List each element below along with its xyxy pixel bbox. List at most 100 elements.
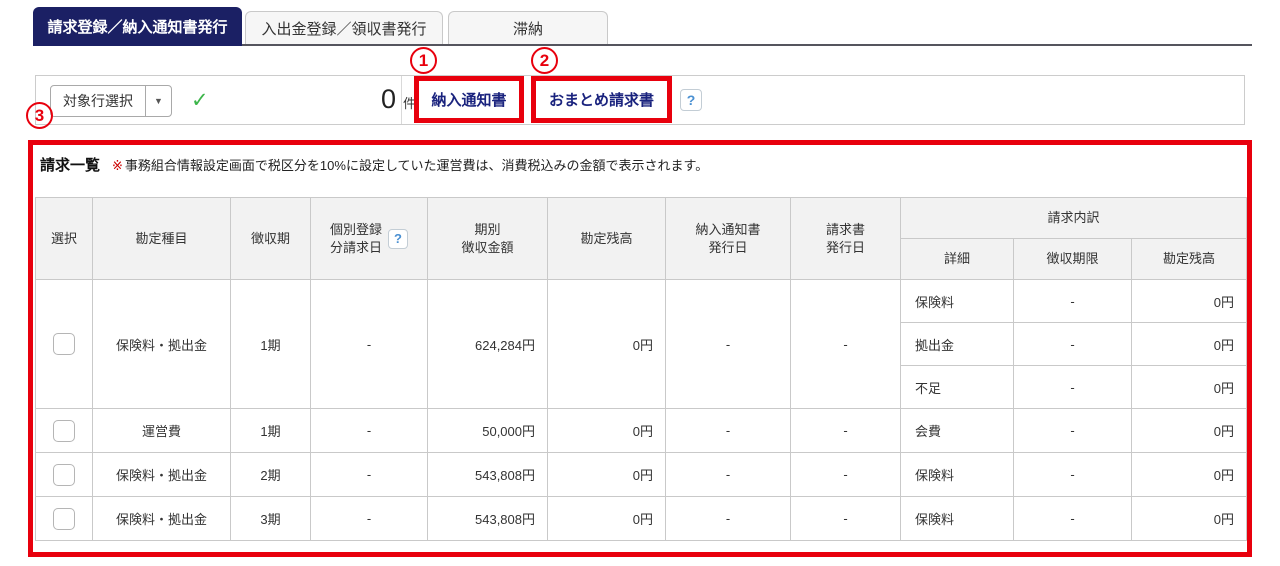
individual-reg-date-cell: - (310, 496, 428, 541)
selected-count-unit: 件 (402, 96, 416, 111)
invoice-issue-date-cell: - (790, 279, 901, 409)
chevron-down-icon[interactable]: ▼ (145, 86, 171, 116)
table-subrow: 拠出金 - 0円 (36, 322, 1247, 366)
select-cell (35, 279, 93, 409)
detail-deadline-cell: - (1013, 496, 1132, 541)
notice-issue-date-cell: - (665, 496, 791, 541)
row-checkbox[interactable] (53, 419, 75, 442)
period-amount-cell: 543,808円 (427, 496, 548, 541)
annotation-step-3: 3 (26, 102, 53, 129)
annotation-step-1: 1 (410, 47, 437, 74)
select-cell (35, 452, 93, 497)
period-amount-cell: 624,284円 (427, 279, 548, 409)
select-cell (35, 408, 93, 453)
collection-period-cell: 2期 (230, 452, 311, 497)
table-row: 運営費 1期 - 50,000円 0円 - - 会費 - 0円 (35, 408, 1247, 453)
table-row: 保険料・拠出金 2期 - 543,808円 0円 - - 保険料 - 0円 (35, 452, 1247, 497)
col-header-individual-reg-text: 個別登録 分請求日 (329, 221, 382, 255)
row-checkbox[interactable] (53, 463, 75, 486)
table-row: 保険料・拠出金 1期 - 624,284円 0円 - - 保険料 - 0円 (35, 279, 1247, 409)
row-checkbox[interactable] (53, 333, 75, 355)
detail-name-cell: 不足 (900, 365, 1014, 409)
select-cell (35, 496, 93, 541)
col-header-notice-issue-date: 納入通知書 発行日 (665, 197, 791, 280)
table-row: 保険料・拠出金 3期 - 543,808円 0円 - - 保険料 - 0円 (35, 496, 1247, 541)
tab-delinquency[interactable]: 滞納 (448, 11, 608, 44)
col-header-select: 選択 (35, 197, 93, 280)
tab-billing-registration[interactable]: 請求登録／納入通知書発行 (33, 7, 242, 46)
toolbar-divider (401, 76, 402, 124)
collection-period-cell: 3期 (230, 496, 311, 541)
account-balance-cell: 0円 (547, 452, 666, 497)
billing-list-header: 請求一覧 ※ 事務組合情報設定画面で税区分を10%に設定していた運営費は、消費税込… (33, 145, 1247, 197)
collection-period-cell: 1期 (230, 408, 311, 453)
account-type-cell: 運営費 (92, 408, 231, 453)
target-row-select-label: 対象行選択 (63, 93, 133, 109)
billing-list-note: ※ 事務組合情報設定画面で税区分を10%に設定していた運営費は、消費税込みの金額で… (112, 154, 708, 174)
detail-name-cell: 拠出金 (900, 322, 1014, 366)
help-icon[interactable]: ? (388, 228, 408, 249)
selected-count: 0 件 (316, 76, 416, 124)
individual-reg-date-cell: - (310, 408, 428, 453)
tab-label: 請求登録／納入通知書発行 (47, 19, 228, 36)
individual-reg-date-cell: - (310, 279, 428, 409)
row-checkbox[interactable] (53, 507, 75, 530)
invoice-issue-date-cell: - (790, 496, 901, 541)
tab-label: 滞納 (512, 20, 543, 38)
col-header-breakdown: 請求内訳 (900, 197, 1247, 239)
note-text: 事務組合情報設定画面で税区分を10%に設定していた運営費は、消費税込みの金額で表… (124, 158, 709, 173)
notice-issue-date-cell: - (665, 408, 791, 453)
notice-issue-date-cell: - (665, 452, 791, 497)
account-type-cell: 保険料・拠出金 (92, 496, 231, 541)
detail-name-cell: 会費 (900, 408, 1014, 453)
individual-reg-date-cell: - (310, 452, 428, 497)
detail-deadline-cell: - (1013, 322, 1132, 366)
tab-payment-registration[interactable]: 入出金登録／領収書発行 (245, 11, 443, 44)
detail-balance-cell: 0円 (1131, 496, 1247, 541)
detail-balance-cell: 0円 (1131, 365, 1247, 409)
annotation-box-bulk-invoice-button: おまとめ請求書 (531, 76, 672, 123)
col-header-account-type: 勘定種目 (92, 197, 231, 280)
detail-deadline-cell: - (1013, 452, 1132, 497)
detail-balance-cell: 0円 (1131, 452, 1247, 497)
period-amount-cell: 50,000円 (427, 408, 548, 453)
detail-deadline-cell: - (1013, 279, 1132, 323)
account-balance-cell: 0円 (547, 279, 666, 409)
account-type-cell: 保険料・拠出金 (92, 279, 231, 409)
note-asterisk: ※ (112, 158, 123, 173)
col-header-breakdown-balance: 勘定残高 (1131, 238, 1247, 280)
detail-balance-cell: 0円 (1131, 408, 1247, 453)
billing-list-panel: 請求一覧 ※ 事務組合情報設定画面で税区分を10%に設定していた運営費は、消費税込… (28, 140, 1252, 557)
check-icon: ✓ (191, 89, 209, 112)
period-amount-cell: 543,808円 (427, 452, 548, 497)
col-header-account-balance: 勘定残高 (547, 197, 666, 280)
billing-list-title: 請求一覧 (40, 157, 101, 174)
help-icon[interactable]: ? (680, 89, 702, 111)
toolbar: 対象行選択 ▼ ✓ 0 件 納入通知書 おまとめ請求書 ? (35, 75, 1245, 125)
account-balance-cell: 0円 (547, 408, 666, 453)
annotation-box-notice-button: 納入通知書 (414, 76, 524, 123)
annotation-step-2: 2 (531, 47, 558, 74)
col-header-invoice-issue-date: 請求書 発行日 (790, 197, 901, 280)
collection-period-cell: 1期 (230, 279, 311, 409)
bulk-invoice-button[interactable]: おまとめ請求書 (549, 89, 654, 110)
detail-deadline-cell: - (1013, 365, 1132, 409)
col-header-breakdown-deadline: 徴収期限 (1013, 238, 1132, 280)
notice-issue-date-cell: - (665, 279, 791, 409)
tab-label: 入出金登録／領収書発行 (261, 20, 427, 38)
detail-name-cell: 保険料 (900, 279, 1014, 323)
col-header-collection-period: 徴収期 (230, 197, 311, 280)
col-header-period-amount: 期別 徴収金額 (427, 197, 548, 280)
detail-name-cell: 保険料 (900, 452, 1014, 497)
detail-balance-cell: 0円 (1131, 279, 1247, 323)
detail-deadline-cell: - (1013, 408, 1132, 453)
target-row-select-dropdown[interactable]: 対象行選択 ▼ (50, 85, 172, 117)
account-type-cell: 保険料・拠出金 (92, 452, 231, 497)
account-balance-cell: 0円 (547, 496, 666, 541)
invoice-issue-date-cell: - (790, 452, 901, 497)
billing-table: 選択 勘定種目 徴収期 個別登録 分請求日 ? 期別 徴収金額 勘定残高 納入通知書… (35, 197, 1247, 541)
detail-balance-cell: 0円 (1131, 322, 1247, 366)
table-subrow: 不足 - 0円 (36, 365, 1247, 409)
payment-notice-button[interactable]: 納入通知書 (431, 89, 506, 110)
